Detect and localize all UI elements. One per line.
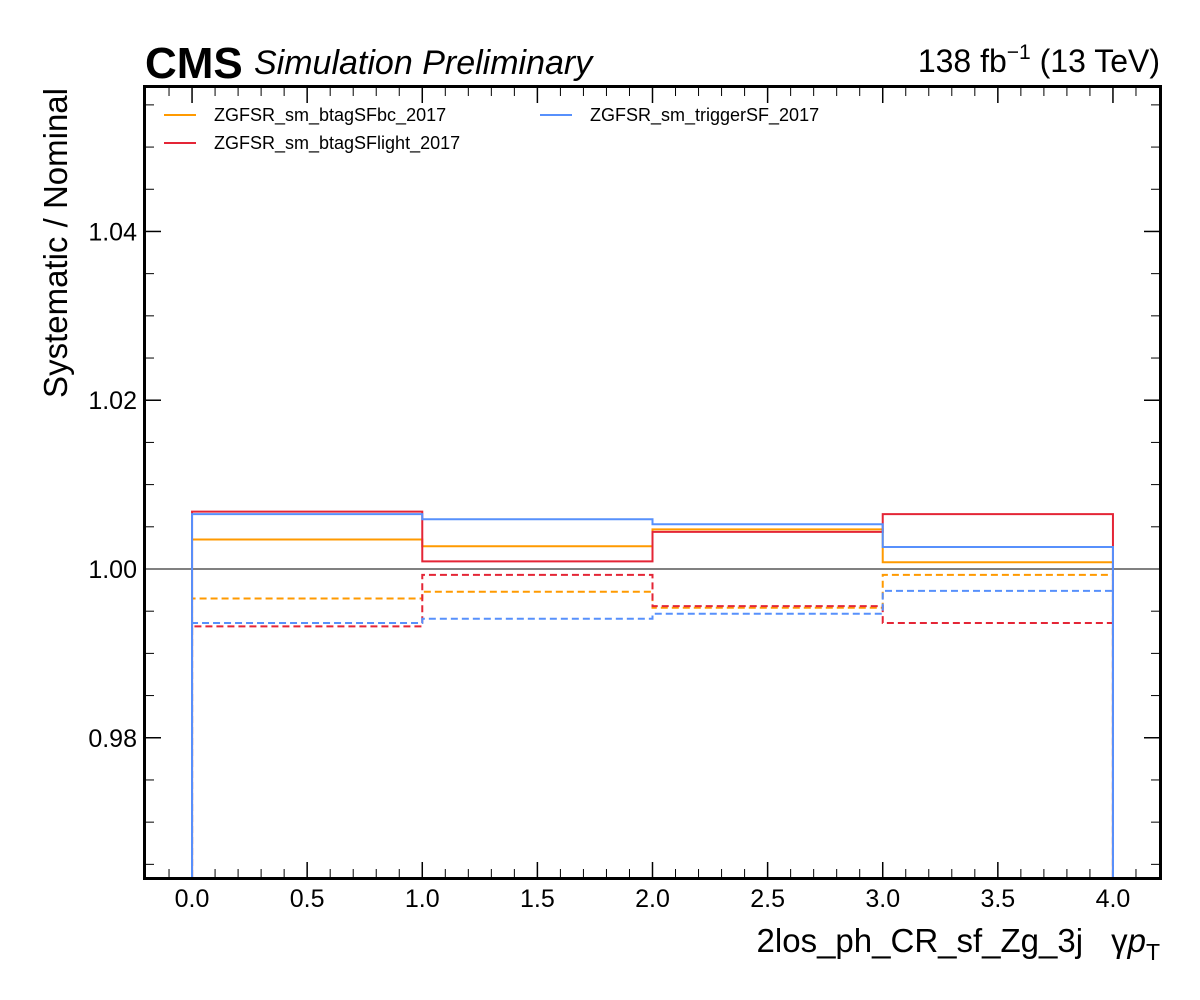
series-1-down-step: [191, 573, 1114, 877]
legend-entry-label: ZGFSR_sm_triggerSF_2017: [590, 105, 819, 126]
y-axis-label: Systematic / Nominal: [37, 88, 74, 398]
ticks-layer: 0.0 0.5 1.0 1.5 2.0 2.5 3.0 3.5 4.0 0.98 1.00 1.02 1…: [88, 88, 1159, 913]
series-0-down-step: [191, 573, 1114, 877]
x-tick-label: 1.5: [520, 885, 555, 913]
x-axis-region: 2los_ph_CR_sf_Zg_3j: [757, 922, 1084, 959]
legend: ZGFSR_sm_btagSFbc_2017 ZGFSR_sm_btagSFlig…: [164, 105, 819, 154]
status-label: Simulation Preliminary: [254, 44, 594, 82]
x-tick-label: 3.0: [865, 885, 900, 913]
x-tick-label: 2.0: [635, 885, 670, 913]
series-0-up-step: [191, 528, 1114, 877]
x-tick-label: 0.0: [175, 885, 210, 913]
series-2-down-step: [191, 589, 1114, 877]
y-tick-label: 1.00: [88, 556, 137, 584]
lumi-exponent: −1: [1007, 41, 1031, 64]
legend-entry-label: ZGFSR_sm_btagSFbc_2017: [214, 105, 446, 126]
x-axis-gamma: γ: [1111, 922, 1128, 959]
lumi-label: 138 fb−1 (13 TeV): [918, 41, 1160, 79]
series-2-up-step: [191, 513, 1114, 877]
legend-entry-label: ZGFSR_sm_btagSFlight_2017: [214, 133, 460, 154]
x-tick-label: 3.5: [980, 885, 1015, 913]
series-1-up-step: [191, 510, 1114, 877]
y-tick-label: 1.02: [88, 387, 137, 415]
x-axis-label: 2los_ph_CR_sf_Zg_3j γpT: [757, 922, 1160, 965]
x-tick-label: 1.0: [405, 885, 440, 913]
lumi-energy: (13 TeV): [1031, 43, 1160, 79]
x-axis-variable: p: [1127, 922, 1146, 959]
series-layer: [191, 510, 1114, 877]
x-axis-variable-subscript: T: [1146, 939, 1160, 965]
x-tick-label: 4.0: [1096, 885, 1131, 913]
plot-frame: [143, 85, 1162, 880]
y-tick-label: 1.04: [88, 218, 137, 246]
experiment-label: CMS: [145, 39, 243, 88]
y-tick-label: 0.98: [88, 725, 137, 753]
x-tick-label: 2.5: [750, 885, 785, 913]
lumi-value: 138 fb: [918, 43, 1007, 79]
x-tick-label: 0.5: [290, 885, 325, 913]
